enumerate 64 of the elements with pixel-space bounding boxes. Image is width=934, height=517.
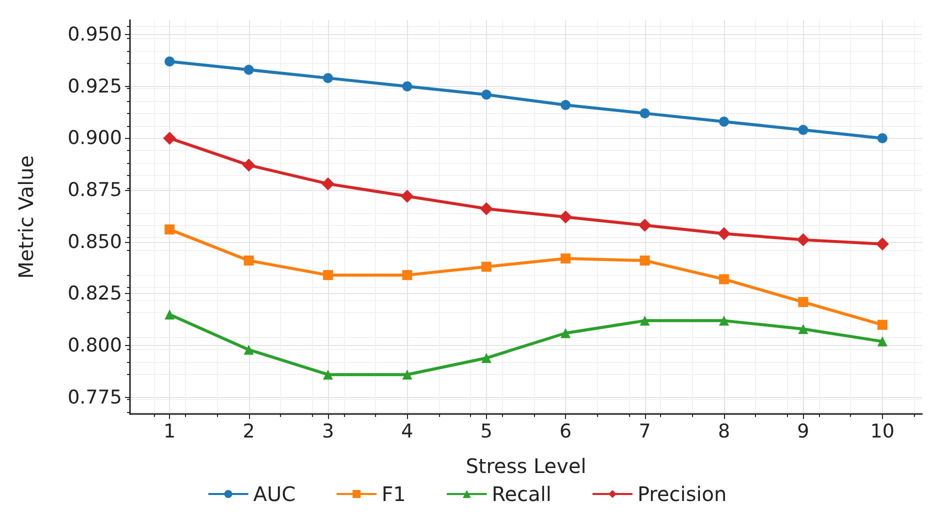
point [640,108,650,118]
point [402,81,412,92]
point [400,190,414,203]
point [876,237,889,250]
y-tick-label: 0.775 [68,386,122,408]
x-tick-label: 4 [401,420,414,442]
point [481,353,492,364]
y-axis-title: Metric Value [14,155,38,279]
x-tick-label: 2 [242,420,255,442]
point [798,124,808,135]
point [638,218,652,232]
point [640,256,650,266]
x-tick-label: 5 [480,420,492,442]
point [877,133,888,144]
point [877,336,888,346]
point [402,370,412,380]
y-tick-label: 0.825 [68,282,122,305]
x-tick-label: 1 [164,420,176,442]
legend-label: Recall [492,482,552,506]
x-tick-label: 6 [560,420,572,442]
point [164,56,175,66]
point [719,116,729,127]
point [244,256,254,266]
point [244,344,254,355]
x-tick-label: 9 [797,420,810,442]
point [798,324,808,334]
y-tick-label: 0.950 [68,24,122,46]
y-tick-label: 0.800 [68,334,122,357]
point [718,227,730,240]
legend-label: AUC [253,482,296,506]
x-tick-label: 3 [322,420,334,442]
x-tick-label: 8 [718,420,730,442]
point [323,73,333,84]
point [719,274,729,284]
point [877,320,888,330]
y-tick-label: 0.900 [68,127,122,150]
point [244,64,254,75]
point [559,210,572,224]
point [164,309,175,320]
point [323,370,333,380]
y-tick-label: 0.925 [68,75,122,98]
point [560,100,571,110]
x-tick-label: 7 [638,420,651,442]
point [164,224,175,234]
point [402,270,412,280]
point [323,270,333,280]
point [163,132,176,145]
point [560,253,571,264]
y-tick-label: 0.875 [68,179,122,202]
point [719,316,729,326]
point [640,316,650,326]
y-tick-label: 0.850 [68,230,122,253]
point [798,297,808,308]
legend-label: F1 [382,482,406,506]
point [481,90,492,100]
point [560,328,571,338]
point [322,177,334,190]
legend-label: Precision [637,482,727,506]
point [242,158,256,172]
point [481,262,492,272]
point [796,233,810,246]
x-axis-title: Stress Level [466,454,586,478]
point [480,202,493,216]
x-tick-label: 10 [870,420,894,442]
